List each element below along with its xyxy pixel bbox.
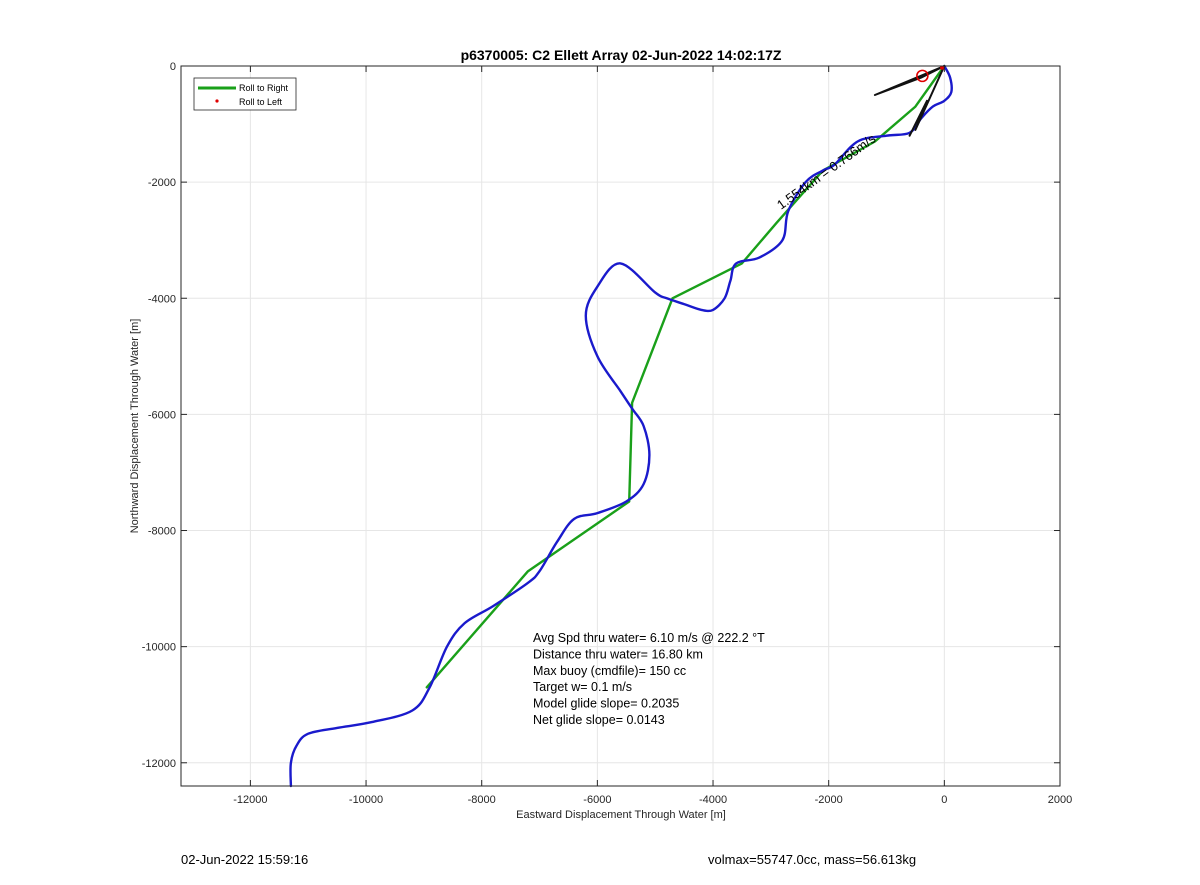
distance-speed-annotation: 1.554km = 0.766m/s [774, 131, 879, 213]
y-tick-label: -6000 [148, 409, 176, 421]
y-tick-label: -2000 [148, 177, 176, 189]
series-roll-to-right [425, 64, 946, 689]
y-tick-label: -8000 [148, 526, 176, 538]
end-dot-marker [940, 65, 945, 70]
y-tick-label: -10000 [142, 642, 176, 654]
x-axis-ticks: -12000 -10000 -8000 -6000 -4000 -2000 0 2000 [233, 66, 1072, 806]
stats-line: Target w= 0.1 m/s [533, 680, 632, 694]
y-axis-label: Northward Displacement Through Water [m] [129, 319, 141, 534]
legend: Roll to Right Roll to Left [193, 77, 297, 111]
series-track [289, 64, 953, 788]
stats-annotation: Avg Spd thru water= 6.10 m/s @ 222.2 °T D… [533, 631, 765, 727]
x-tick-label: 2000 [1048, 794, 1072, 806]
plot-markers [916, 65, 945, 83]
y-tick-label: -4000 [148, 293, 176, 305]
series-heading-lines [873, 65, 946, 137]
stats-line: Avg Spd thru water= 6.10 m/s @ 222.2 °T [533, 631, 765, 645]
x-tick-label: -8000 [468, 794, 496, 806]
chart-title: p6370005: C2 Ellett Array 02-Jun-2022 14… [461, 47, 782, 63]
stats-line: Max buoy (cmdfile)= 150 cc [533, 664, 686, 678]
y-tick-label: -12000 [142, 758, 176, 770]
x-tick-label: -6000 [583, 794, 611, 806]
y-tick-label: 0 [170, 61, 176, 73]
legend-box [193, 77, 297, 111]
x-tick-label: -2000 [815, 794, 843, 806]
plot-area-border [180, 65, 1061, 787]
stats-line: Model glide slope= 0.2035 [533, 697, 679, 711]
x-tick-label: -12000 [233, 794, 267, 806]
start-circle-marker [916, 69, 929, 83]
y-axis-ticks: 0 -2000 -4000 -6000 -8000 -10000 -12000 [142, 61, 1060, 770]
x-tick-label: 0 [941, 794, 947, 806]
footer-volume-mass: volmax=55747.0cc, mass=56.613kg [708, 852, 917, 867]
grid-lines [181, 65, 1061, 786]
x-tick-label: -4000 [699, 794, 727, 806]
plot-series [289, 64, 953, 788]
footer-timestamp: 02-Jun-2022 15:59:16 [181, 852, 309, 867]
legend-label-roll-left: Roll to Left [239, 97, 283, 107]
stats-line: Net glide slope= 0.0143 [533, 713, 665, 727]
x-axis-label: Eastward Displacement Through Water [m] [516, 809, 726, 821]
legend-label-roll-right: Roll to Right [239, 83, 289, 93]
stats-line: Distance thru water= 16.80 km [533, 647, 703, 661]
x-tick-label: -10000 [349, 794, 383, 806]
legend-dot-roll-left [215, 99, 219, 103]
